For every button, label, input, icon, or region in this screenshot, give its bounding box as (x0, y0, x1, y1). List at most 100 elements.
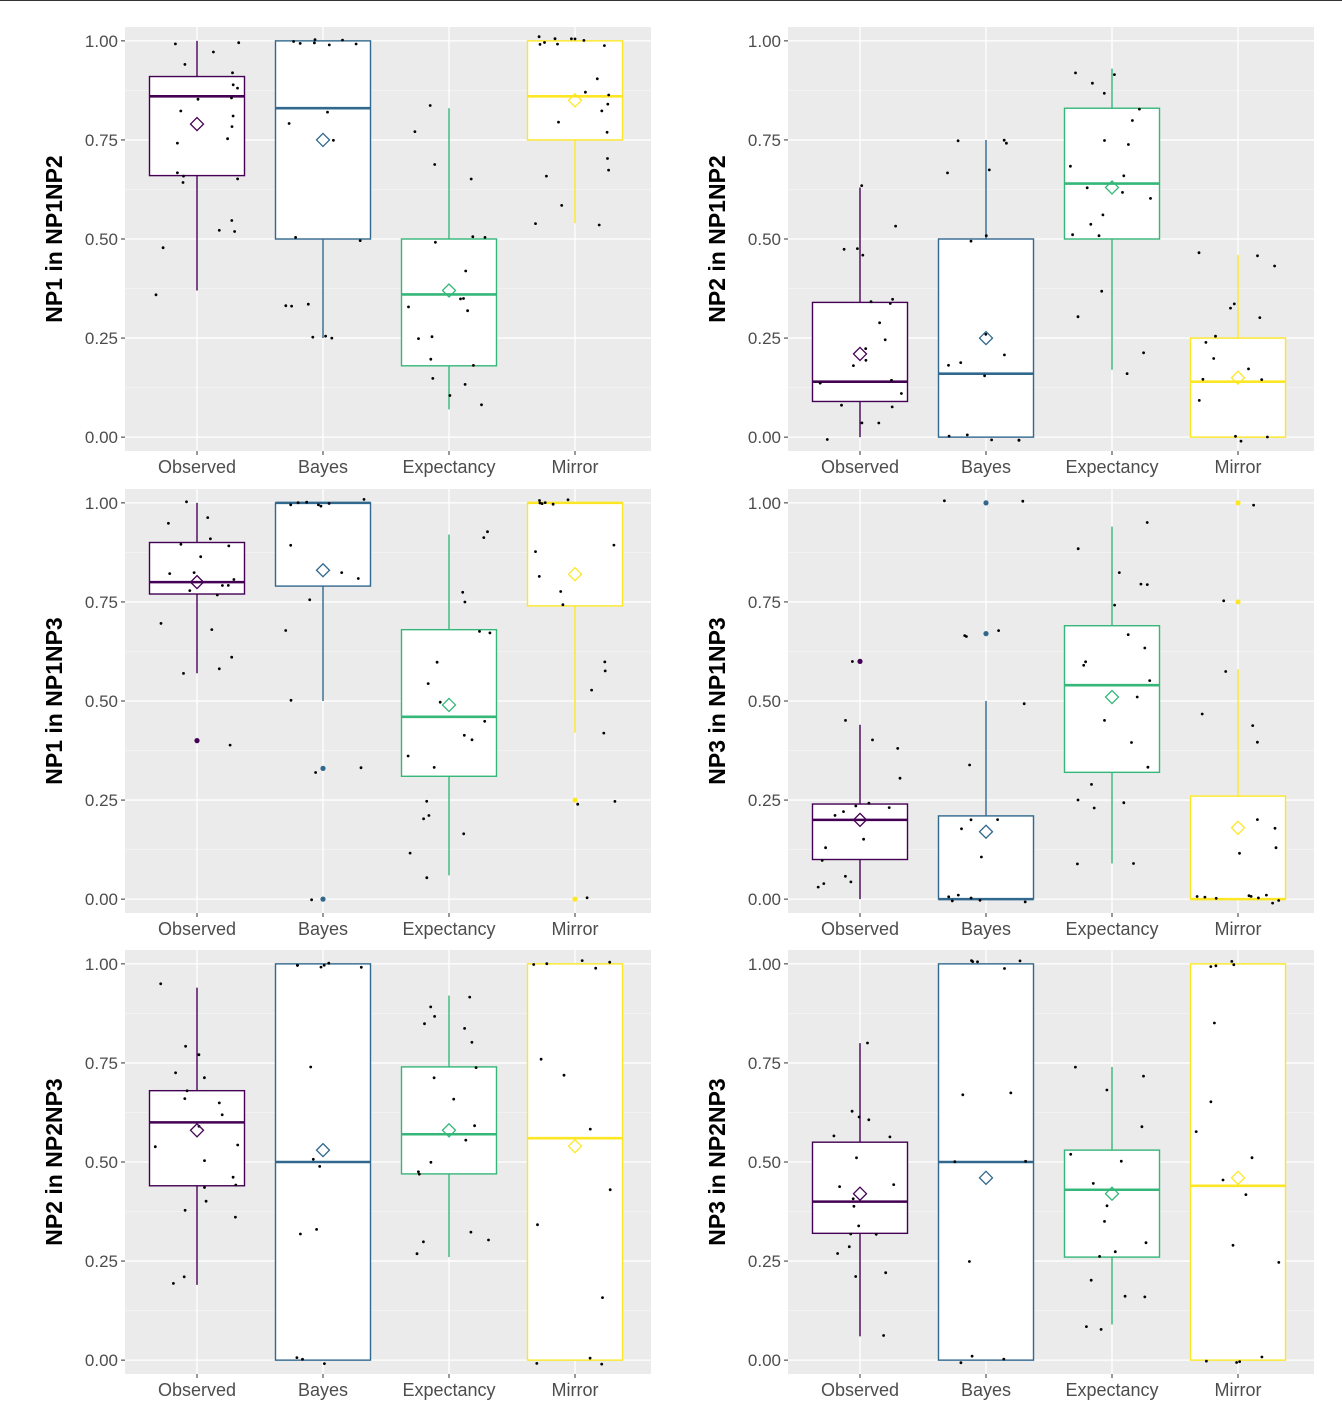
jitter-point (319, 965, 323, 969)
outlier-point (572, 896, 578, 902)
jitter-point (987, 168, 991, 172)
jitter-point (358, 239, 362, 243)
jitter-point (332, 138, 335, 142)
jitter-point (956, 139, 960, 143)
mean-diamond (189, 1122, 205, 1138)
jitter-point (1232, 302, 1236, 306)
jitter-point (296, 964, 299, 967)
mean-diamond (441, 283, 457, 298)
jitter-point (892, 1183, 896, 1186)
jitter-point (417, 1172, 421, 1176)
jitter-point (894, 224, 897, 228)
jitter-point (869, 300, 873, 304)
jitter-point (1069, 164, 1072, 168)
box-expectancy (1063, 68, 1161, 370)
jitter-point (462, 733, 466, 737)
box-iqr (400, 238, 498, 367)
jitter-point (603, 669, 607, 673)
mean-diamond (852, 812, 868, 828)
box-mirror (1189, 254, 1287, 438)
jitter-point (153, 1145, 157, 1149)
jitter-point (603, 660, 607, 664)
jitter-point (603, 44, 606, 47)
jitter-point (1244, 1193, 1248, 1196)
y-axis-title: NP1 in NP1NP2 (41, 155, 67, 322)
y-tick-label: 1.00 (85, 955, 118, 974)
jitter-point (230, 655, 234, 659)
jitter-point (1266, 435, 1269, 439)
jitter-point (183, 63, 187, 66)
jitter-point (947, 895, 951, 899)
box-bayes (274, 963, 372, 1361)
box-bayes (937, 139, 1035, 438)
jitter-point (231, 83, 235, 87)
mean-diamond (567, 1138, 583, 1154)
panel-2: 0.00 0.25 0.50 0.75 1.00 Observed Bayes Expecta… (704, 27, 1314, 477)
jitter-point (1139, 582, 1143, 586)
jitter-point (432, 1076, 436, 1080)
jitter-point (1140, 1125, 1144, 1129)
mean-diamond (567, 92, 583, 108)
jitter-point (1090, 783, 1093, 786)
jitter-point (898, 776, 902, 780)
jitter-point (203, 1076, 206, 1080)
box-mirror (526, 40, 624, 224)
jitter-point (532, 963, 536, 966)
jitter-point (960, 827, 963, 831)
jitter-point (1247, 367, 1250, 371)
y-tick-label: 1.00 (85, 32, 118, 51)
jitter-point (1074, 71, 1077, 75)
jitter-point (327, 502, 331, 505)
jitter-point (1256, 740, 1259, 744)
jitter-point (535, 1362, 539, 1365)
jitter-point (228, 743, 232, 747)
jitter-point (159, 982, 163, 986)
jitter-point (1130, 741, 1133, 744)
jitter-point (182, 174, 185, 178)
x-tick-label: Observed (821, 1380, 899, 1400)
jitter-point (423, 1022, 426, 1026)
jitter-point (183, 1097, 187, 1100)
jitter-point (1260, 1355, 1264, 1359)
jitter-point (602, 731, 606, 735)
jitter-point (861, 253, 865, 257)
jitter-point (1277, 899, 1281, 902)
jitter-point (824, 846, 827, 850)
jitter-point (585, 896, 589, 900)
jitter-point (857, 1115, 861, 1119)
jitter-point (212, 50, 215, 54)
jitter-point (582, 39, 586, 42)
jitter-point (1239, 439, 1243, 443)
jitter-point (534, 222, 537, 226)
jitter-point (874, 1232, 878, 1236)
jitter-point (543, 501, 547, 504)
jitter-point (161, 246, 165, 250)
mean-diamond (1230, 1170, 1246, 1186)
jitter-point (427, 814, 431, 817)
jitter-point (947, 434, 951, 438)
box-iqr (1189, 337, 1287, 438)
box-bayes (937, 500, 1035, 901)
x-tick-label: Mirror (552, 919, 599, 939)
jitter-point (429, 1005, 433, 1009)
jitter-point (968, 763, 971, 767)
y-tick-label: 0.75 (85, 593, 118, 612)
jitter-point (185, 1089, 189, 1093)
jitter-point (215, 593, 219, 597)
jitter-point (292, 40, 295, 43)
x-tick-label: Observed (821, 457, 899, 477)
jitter-point (996, 818, 999, 821)
jitter-point (311, 1157, 315, 1161)
jitter-point (1076, 798, 1080, 802)
jitter-point (478, 630, 481, 633)
jitter-point (573, 37, 577, 41)
jitter-point (1002, 1357, 1006, 1361)
jitter-point (1271, 901, 1274, 905)
jitter-point (310, 898, 313, 902)
jitter-point (1265, 893, 1268, 897)
figure-top-border (0, 0, 1342, 1)
jitter-point (407, 305, 410, 309)
box-iqr (1189, 963, 1287, 1361)
jitter-point (174, 1071, 178, 1075)
